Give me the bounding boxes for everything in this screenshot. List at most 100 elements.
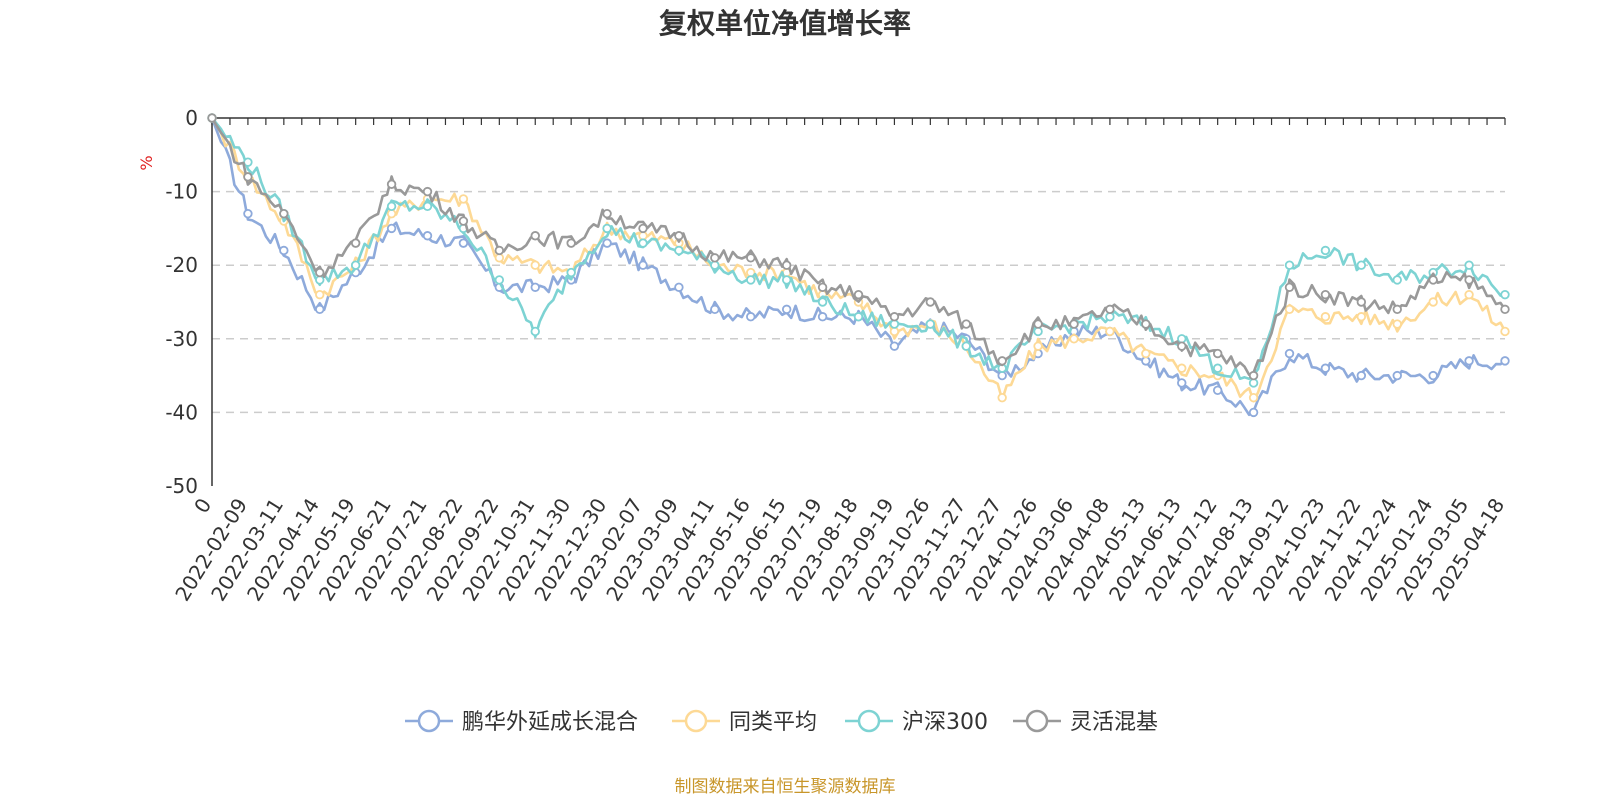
data-point <box>781 260 792 270</box>
data-point <box>458 238 469 248</box>
legend-circle-icon <box>417 709 441 733</box>
data-point <box>1284 348 1295 359</box>
data-point <box>889 341 900 351</box>
data-point <box>1141 356 1151 366</box>
data-point <box>566 238 576 248</box>
legend-item[interactable]: 鹏华外延成长混合 <box>405 709 638 735</box>
data-point <box>1105 312 1115 322</box>
data-point <box>817 312 828 322</box>
data-point <box>710 253 720 263</box>
data-point <box>1356 312 1367 322</box>
data-point <box>1464 260 1474 270</box>
y-tick-labels: 0 -10 -20 -30 -40 -50 <box>165 106 198 498</box>
data-point <box>602 223 612 234</box>
data-point <box>1500 289 1510 300</box>
data-point <box>1177 341 1187 351</box>
series-line <box>210 117 1507 377</box>
legend-item[interactable]: 灵活混基 <box>1013 709 1158 735</box>
legend-label: 鹏华外延成长混合 <box>462 710 638 735</box>
y-tick-label: -30 <box>165 327 198 351</box>
data-point <box>638 223 648 234</box>
y-axis-unit: % <box>137 155 156 170</box>
legend-circle-icon <box>684 709 708 733</box>
data-point <box>315 289 325 300</box>
data-point <box>1356 297 1367 307</box>
legend-circle-icon <box>1025 709 1049 733</box>
data-point <box>1177 334 1187 344</box>
data-point <box>961 319 971 329</box>
data-point <box>781 304 792 315</box>
legend-label: 同类平均 <box>729 710 817 735</box>
legend-item[interactable]: 沪深300 <box>845 709 988 735</box>
data-point <box>1428 297 1438 307</box>
data-point <box>566 267 576 278</box>
data-point <box>350 238 361 248</box>
data-point <box>1248 370 1259 381</box>
data-point <box>638 238 648 248</box>
data-point <box>710 304 720 315</box>
data-point <box>1069 334 1079 344</box>
data-point <box>422 201 433 212</box>
data-point <box>350 260 361 270</box>
data-point <box>1356 260 1367 270</box>
data-point <box>1284 282 1295 292</box>
data-point <box>1320 289 1331 300</box>
data-point <box>1464 275 1474 285</box>
data-point <box>1500 304 1510 315</box>
series-line <box>210 117 1506 381</box>
y-tick-label: -40 <box>165 400 198 424</box>
data-point <box>530 260 540 270</box>
data-point <box>746 253 756 263</box>
data-point <box>386 223 397 234</box>
data-point <box>243 157 253 167</box>
data-point <box>530 282 540 292</box>
data-point <box>243 172 253 182</box>
data-point <box>1212 363 1223 373</box>
data-point <box>458 216 469 226</box>
data-point <box>1284 304 1295 315</box>
data-point <box>817 282 828 292</box>
data-point <box>1320 363 1331 373</box>
data-point <box>746 275 756 285</box>
data-point <box>997 356 1007 366</box>
data-point <box>1212 385 1223 396</box>
data-point <box>1033 319 1043 329</box>
data-point <box>279 245 289 256</box>
data-point <box>494 245 505 256</box>
data-point <box>243 208 253 219</box>
legend-item[interactable]: 同类平均 <box>672 709 817 735</box>
data-point <box>1248 407 1259 418</box>
data-point <box>638 260 648 270</box>
data-point <box>889 319 900 329</box>
data-point <box>1392 319 1402 329</box>
series-lines <box>207 113 1510 418</box>
data-point <box>1248 378 1259 388</box>
data-point <box>1500 356 1510 366</box>
series-line <box>210 117 1506 417</box>
data-point <box>602 208 612 219</box>
data-point <box>207 113 217 123</box>
data-point <box>1428 275 1438 285</box>
legend[interactable]: 鹏华外延成长混合 同类平均 沪深300 灵活混基 <box>405 709 1158 735</box>
data-point <box>1248 392 1259 403</box>
legend-circle-icon <box>857 709 881 733</box>
data-point <box>422 231 433 241</box>
y-tick-label: 0 <box>185 106 198 130</box>
data-point <box>710 260 720 270</box>
data-point <box>889 312 900 322</box>
axes <box>211 117 1506 486</box>
data-point <box>781 275 792 285</box>
data-point <box>1177 363 1187 373</box>
data-point <box>1105 304 1115 315</box>
data-point <box>1141 348 1151 359</box>
data-point <box>853 312 864 322</box>
data-point <box>674 282 684 292</box>
data-point <box>494 275 505 285</box>
data-point <box>1320 312 1331 322</box>
data-point <box>422 186 433 197</box>
data-point <box>315 275 325 285</box>
data-point <box>530 231 540 241</box>
data-point <box>746 312 756 322</box>
data-point <box>602 238 612 248</box>
